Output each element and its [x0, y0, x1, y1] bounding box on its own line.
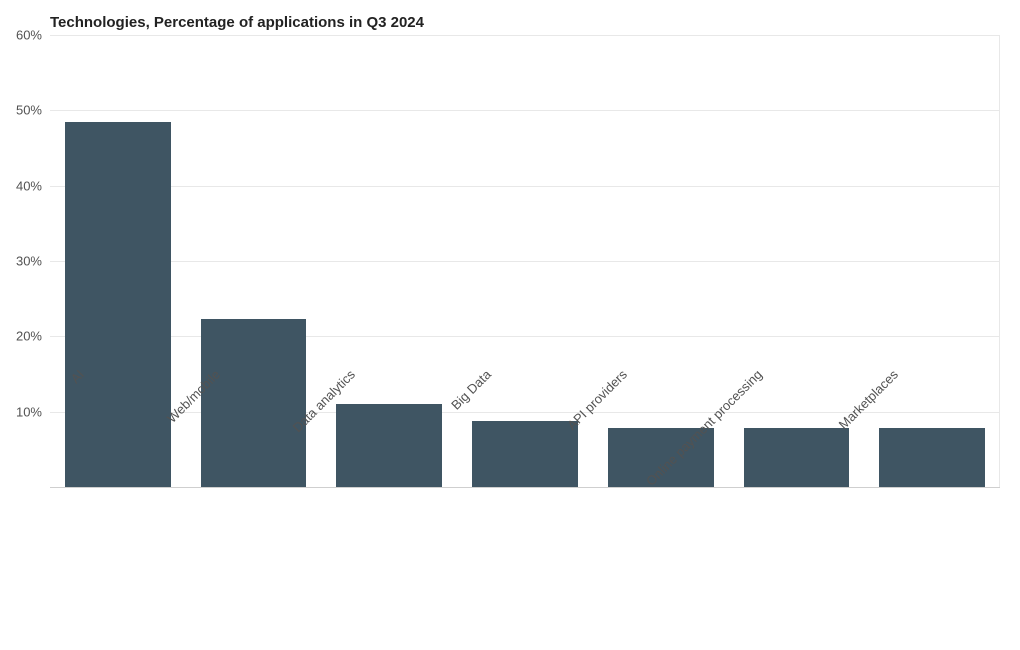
chart-title: Technologies, Percentage of applications… — [50, 14, 424, 31]
gridline — [50, 186, 1000, 187]
y-axis-tick-label: 30% — [16, 254, 50, 269]
y-axis-tick-label: 20% — [16, 329, 50, 344]
gridline — [50, 110, 1000, 111]
y-axis-tick-label: 60% — [16, 28, 50, 43]
plot-area: 10%20%30%40%50%60%AIWeb/mobileData analy… — [50, 35, 1000, 487]
bar — [879, 428, 985, 487]
y-axis-tick-label: 40% — [16, 178, 50, 193]
gridline — [50, 261, 1000, 262]
y-axis-tick-label: 50% — [16, 103, 50, 118]
gridline — [50, 35, 1000, 36]
x-axis-line — [50, 487, 1000, 488]
gridline — [50, 336, 1000, 337]
bar-chart: Technologies, Percentage of applications… — [0, 0, 1020, 650]
